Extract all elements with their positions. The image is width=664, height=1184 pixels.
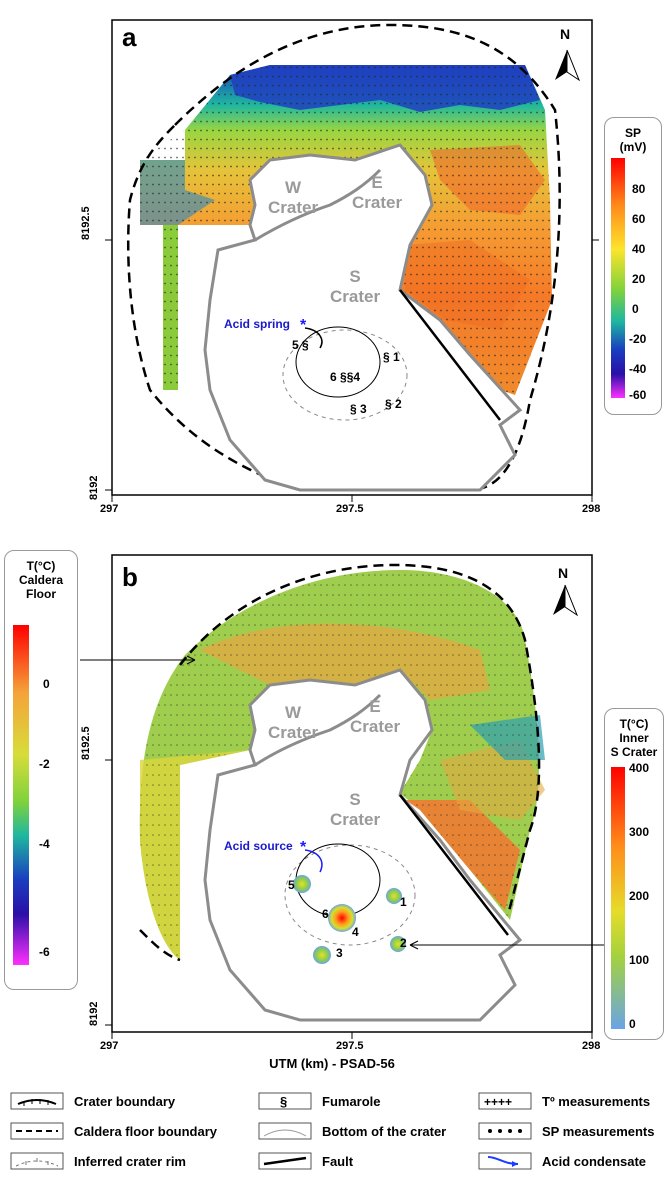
dot-markers-icon (478, 1122, 532, 1140)
plus-markers-icon: ++++ (478, 1092, 532, 1110)
crater-boundary-b (203, 668, 523, 1022)
fumarole-3-a: § 3 (350, 402, 367, 416)
legend-caldera-floor-boundary: Caldera floor boundary (10, 1122, 217, 1140)
svg-text:++++: ++++ (484, 1095, 512, 1109)
inner-crater-colorbar: T(°C) Inner S Crater 400 300 200 100 0 (604, 708, 664, 1040)
inferred-crater-rim-b (284, 844, 416, 946)
panel-b-map: * (80, 554, 604, 1039)
acid-spring-label: Acid spring (224, 317, 291, 331)
x-tick-a-298: 298 (582, 503, 601, 515)
crater-boundary-icon (10, 1092, 64, 1110)
panel-b: * b N W Crater E Crater S Crater Acid so… (4, 550, 664, 1071)
legend: Crater boundary Caldera floor boundary I… (0, 1092, 664, 1184)
fault-icon (258, 1152, 312, 1170)
e-crater-label-b: E Crater (350, 697, 401, 736)
x-tick-b-297: 297 (100, 1040, 119, 1052)
caldera-floor-boundary-icon (10, 1122, 64, 1140)
legend-fault: Fault (258, 1152, 353, 1170)
fumarole-hotspot-5 (293, 875, 311, 893)
caldera-floor-gradient (13, 625, 29, 965)
fumarole-1-a: § 1 (383, 350, 400, 364)
fumarole-3-b: 3 (336, 946, 343, 960)
x-tick-b-298: 298 (582, 1040, 601, 1052)
acid-condensate-path (304, 327, 323, 349)
sp-colorbar-gradient (611, 158, 625, 398)
fumarole-hotspot-3 (313, 946, 331, 964)
acid-spring-marker: * (300, 317, 307, 334)
crater-boundary (203, 143, 523, 492)
panel-b-north-label: N (558, 565, 569, 581)
north-arrow-icon (555, 49, 581, 82)
panel-a-north-label: N (560, 26, 571, 42)
legend-fumarole: § Fumarole (258, 1092, 381, 1110)
acid-source-label: Acid source (224, 839, 293, 853)
svg-text:§: § (280, 1094, 287, 1109)
x-axis-title: UTM (km) - PSAD-56 (269, 1056, 395, 1071)
fumarole-5-b: 5 (288, 878, 295, 892)
s-crater-label-b: S Crater (330, 790, 381, 829)
fault-line-b (399, 794, 509, 936)
caldera-floor-boundary (126, 23, 561, 492)
legend-crater-boundary: Crater boundary (10, 1092, 175, 1110)
bottom-of-crater (295, 326, 381, 398)
legend-bottom-of-crater: Bottom of the crater (258, 1122, 446, 1140)
legend-inferred-crater-rim: Inferred crater rim (10, 1152, 186, 1170)
fumarole-4-b: 4 (352, 925, 359, 939)
acid-source-path (304, 849, 323, 873)
panel-a-map: * (105, 19, 599, 502)
y-tick-b-8192: 8192 (88, 1001, 100, 1026)
inner-crater-gradient (611, 767, 625, 1029)
fumarole-icon: § (258, 1092, 312, 1110)
panel-a: * a N W Crater E Crater S Crater Acid sp… (0, 0, 664, 520)
caldera-floor-boundary-b (139, 563, 541, 962)
fumarole-hotspot-1 (386, 888, 402, 904)
inferred-crater-rim (282, 329, 408, 421)
s-crater-label-a: S Crater (330, 267, 381, 306)
fumarole-1-b: 1 (400, 895, 407, 909)
bottom-of-crater-icon (258, 1122, 312, 1140)
fumarole-6-b: 6 (322, 907, 329, 921)
w-crater-label-a: W Crater (268, 178, 319, 217)
w-crater-label-b: W Crater (268, 703, 319, 742)
acid-source-marker: * (300, 839, 307, 856)
legend-t-measurements: ++++ Tº measurements (478, 1092, 650, 1110)
panel-b-letter: b (122, 562, 138, 592)
panel-a-letter: a (122, 22, 137, 52)
y-tick-b-8192-5: 8192.5 (80, 726, 92, 760)
fumarole-5-a: 5 § (292, 338, 309, 352)
north-arrow-icon-b (553, 584, 579, 617)
e-crater-label-a: E Crater (352, 173, 403, 212)
fumarole-hotspot-2 (390, 936, 406, 952)
legend-acid-condensate: Acid condensate (478, 1152, 646, 1170)
fumarole-2-b: 2 (400, 936, 407, 950)
caldera-floor-colorbar: T(°C) Caldera Floor 0 -2 -4 -6 (4, 550, 78, 990)
inferred-crater-rim-icon (10, 1152, 64, 1170)
x-tick-b-297-5: 297.5 (336, 1040, 364, 1052)
sp-colorbar: SP (mV) 80 60 40 20 0 -20 -40 -60 (604, 117, 662, 415)
acid-condensate-icon (478, 1152, 532, 1170)
fault-line (399, 289, 501, 421)
fumarole-2-a: § 2 (385, 397, 402, 411)
fumarole-6-a: 6 §§4 (330, 370, 361, 384)
x-tick-a-297: 297 (100, 503, 119, 515)
legend-sp-measurements: SP measurements (478, 1122, 655, 1140)
fumarole-hotspot-6-4 (328, 904, 356, 932)
x-tick-a-297-5: 297.5 (336, 503, 364, 515)
